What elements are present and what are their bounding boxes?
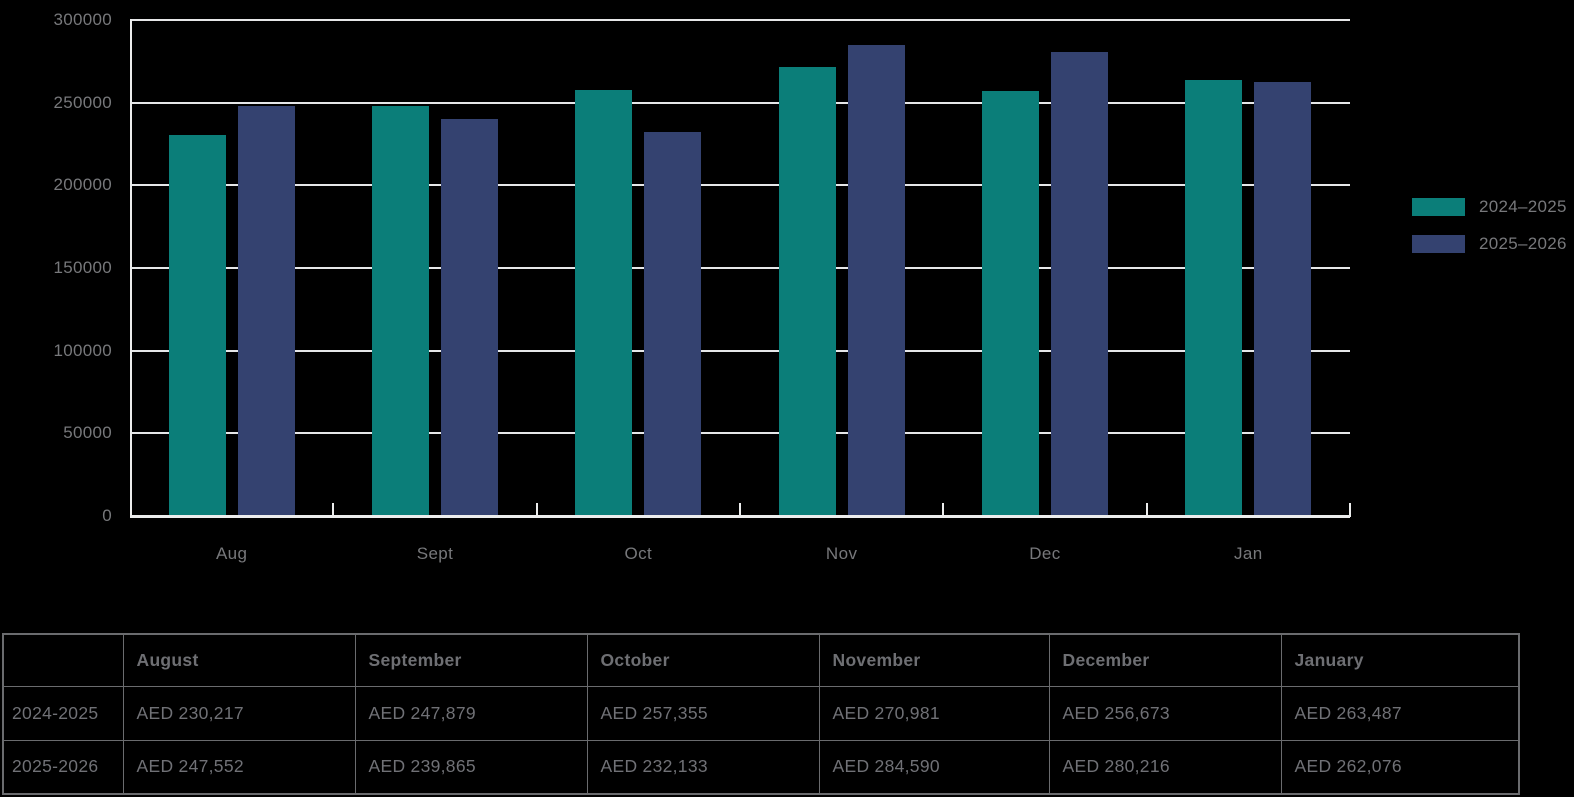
bar-2025-2026-nov xyxy=(847,44,905,517)
table-cell: AED 262,076 xyxy=(1280,739,1520,795)
chart-legend: 2024–2025 2025–2026 xyxy=(1412,197,1567,271)
bar-2025-2026-sept xyxy=(440,118,498,517)
gridline xyxy=(130,101,1350,104)
table-cell: AED 257,355 xyxy=(586,685,820,741)
bar-group-jan xyxy=(1147,19,1351,517)
x-tick-mark xyxy=(332,503,335,517)
table-col-header-december: December xyxy=(1048,633,1282,687)
legend-label: 2025–2026 xyxy=(1479,234,1567,253)
legend-swatch-icon xyxy=(1412,198,1465,216)
bar-2025-2026-oct xyxy=(644,131,702,517)
legend-swatch-icon xyxy=(1412,235,1465,253)
bar-group-sept xyxy=(333,19,538,517)
bar-series xyxy=(130,19,1351,517)
table-col-header-january: January xyxy=(1280,633,1520,687)
y-axis: 300000 250000 200000 150000 100000 50000 0 xyxy=(0,10,120,525)
bar-2024-2025-nov xyxy=(778,67,836,517)
table-cell: AED 263,487 xyxy=(1280,685,1520,741)
x-axis: Aug Sept Oct Nov Dec Jan xyxy=(130,544,1350,566)
table-cell: AED 247,552 xyxy=(122,739,356,795)
y-tick-label: 200000 xyxy=(53,175,112,195)
bar-2024-2025-dec xyxy=(981,90,1039,517)
bar-2024-2025-aug xyxy=(168,134,226,517)
table-cell: AED 230,217 xyxy=(122,685,356,741)
table-row-2024-2025: 2024-2025 AED 230,217 AED 247,879 AED 257,3… xyxy=(2,685,1520,741)
table-cell: AED 280,216 xyxy=(1048,739,1282,795)
legend-item-2025-2026: 2025–2026 xyxy=(1412,234,1567,254)
gridline xyxy=(130,432,1350,435)
table-row-2025-2026: 2025-2026 AED 247,552 AED 239,865 AED 232,1… xyxy=(2,739,1520,795)
bar-group-oct xyxy=(537,19,741,517)
bar-group-aug xyxy=(130,19,335,517)
legend-label: 2024–2025 xyxy=(1479,197,1567,216)
gridline xyxy=(130,19,1350,21)
monthly-values-table: August September October November December Ja… xyxy=(2,633,1520,795)
table-col-header-august: August xyxy=(122,633,356,687)
x-tick-label-oct: Oct xyxy=(624,544,653,563)
bar-2024-2025-sept xyxy=(371,105,429,517)
table-cell: AED 270,981 xyxy=(818,685,1050,741)
y-tick-label: 100000 xyxy=(53,340,112,360)
x-tick-mark xyxy=(1145,503,1148,517)
table-cell: AED 232,133 xyxy=(586,739,820,795)
y-tick-label: 300000 xyxy=(53,10,112,29)
table-col-header-november: November xyxy=(818,633,1050,687)
table-header-row: August September October November December Ja… xyxy=(2,633,1520,687)
gridline xyxy=(130,267,1350,269)
x-tick-label-sept: Sept xyxy=(416,544,454,563)
bar-2024-2025-oct xyxy=(575,89,633,517)
bar-2025-2026-aug xyxy=(237,106,295,517)
table-col-header-october: October xyxy=(586,633,820,687)
table-row-header: 2024-2025 xyxy=(2,685,124,741)
plot-area xyxy=(130,19,1351,518)
bar-2025-2026-jan xyxy=(1254,81,1312,517)
x-tick-mark xyxy=(942,503,945,517)
y-tick-label: 0 xyxy=(102,506,112,525)
y-tick-label: 250000 xyxy=(53,92,112,112)
y-axis-line xyxy=(130,19,132,517)
bar-group-nov xyxy=(740,19,945,517)
table-cell: AED 247,879 xyxy=(354,685,588,741)
gridline xyxy=(130,184,1350,187)
table-row-header: 2025-2026 xyxy=(2,739,124,795)
table-cell: AED 256,673 xyxy=(1048,685,1282,741)
bar-group-dec xyxy=(943,19,1148,517)
bar-2024-2025-jan xyxy=(1185,79,1243,517)
table-cell: AED 284,590 xyxy=(818,739,1050,795)
table-cell: AED 239,865 xyxy=(354,739,588,795)
x-tick-label-nov: Nov xyxy=(825,544,858,563)
x-axis-line xyxy=(130,515,1350,518)
y-tick-label: 50000 xyxy=(63,423,112,443)
y-tick-label: 150000 xyxy=(53,258,112,277)
x-tick-mark xyxy=(535,503,538,517)
table-corner-cell xyxy=(2,633,124,687)
x-tick-mark xyxy=(1348,503,1351,517)
bar-2025-2026-dec xyxy=(1050,51,1108,517)
legend-item-2024-2025: 2024–2025 xyxy=(1412,197,1567,217)
x-tick-label-aug: Aug xyxy=(215,544,248,563)
x-tick-label-dec: Dec xyxy=(1029,544,1061,563)
x-tick-label-jan: Jan xyxy=(1234,544,1263,563)
gridline xyxy=(130,349,1350,352)
table-col-header-september: September xyxy=(354,633,588,687)
x-tick-mark xyxy=(738,503,741,517)
